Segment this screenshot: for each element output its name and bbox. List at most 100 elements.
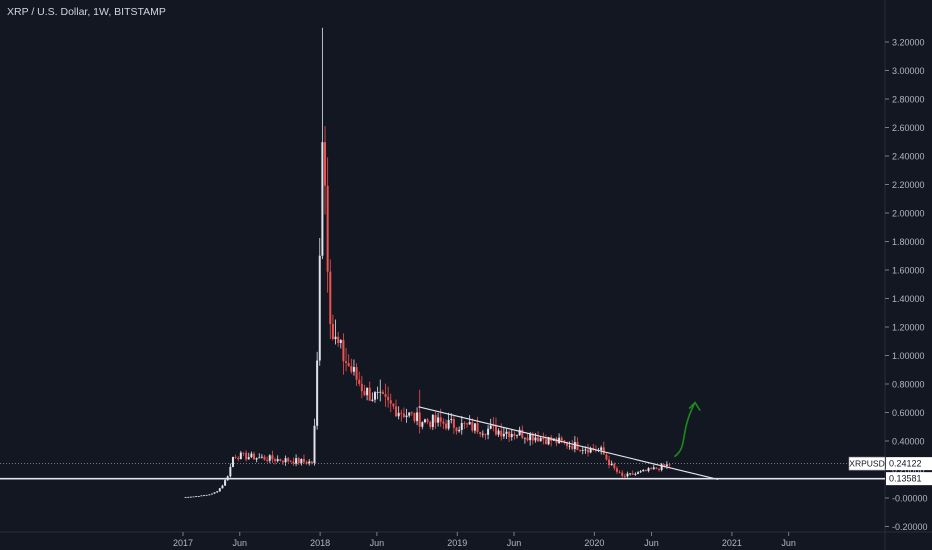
candle-body (408, 412, 411, 416)
candle-body (429, 421, 432, 427)
candle-body (313, 425, 316, 464)
candle-body (187, 496, 190, 498)
candle-body (431, 414, 434, 427)
candles (184, 27, 671, 498)
candle-body (400, 412, 403, 414)
candle-body (634, 473, 637, 475)
candle-body (587, 449, 590, 453)
candle-body (245, 452, 248, 460)
candle-body (418, 412, 421, 427)
candle-body (308, 461, 311, 464)
y-tick-label: -0.20000 (892, 522, 928, 532)
candle-body (402, 413, 405, 418)
candle-body (397, 412, 400, 417)
candle-body (579, 450, 582, 451)
candle-body (455, 427, 458, 432)
candle-body (316, 360, 319, 426)
candle-body (442, 421, 445, 424)
candle-body (271, 455, 274, 460)
candle-body (224, 480, 227, 486)
candle-body (203, 495, 206, 497)
candle-body (618, 471, 621, 473)
candle-body (560, 437, 563, 441)
candle-body (192, 496, 195, 498)
candle-body (239, 452, 242, 460)
candle-body (447, 420, 450, 429)
candle-body (405, 415, 408, 418)
candle-body (481, 433, 484, 435)
candle-body (629, 473, 632, 475)
candle-body (605, 454, 608, 460)
candle-body (610, 463, 613, 466)
candle-body (484, 433, 487, 435)
candle-body (466, 423, 469, 425)
candle-body (523, 437, 526, 439)
candle-body (358, 379, 361, 384)
candle-body (281, 460, 284, 463)
candle-body (473, 423, 476, 431)
y-tick-label: 3.20000 (892, 38, 925, 48)
candle-body (324, 142, 327, 186)
candle-body (334, 336, 337, 340)
candle-body (416, 412, 419, 422)
candle-body (321, 142, 324, 256)
y-tick-label: 1.20000 (892, 323, 925, 333)
candle-body (489, 425, 492, 429)
candle-body (434, 414, 437, 423)
candle-body (342, 340, 345, 362)
candle-body (471, 422, 474, 431)
candle-body (200, 495, 203, 497)
candle-body (644, 469, 647, 472)
candle-body (652, 467, 655, 470)
candle-body (263, 456, 266, 460)
candle-body (458, 429, 461, 432)
candle-body (355, 367, 358, 380)
candle-body (347, 362, 350, 367)
candle-body (205, 494, 208, 496)
last-price-value: 0.24122 (889, 459, 922, 469)
candle-body (329, 271, 332, 324)
candle-body (326, 185, 329, 272)
candle-body (544, 439, 547, 445)
y-tick-label: 1.60000 (892, 266, 925, 276)
candle-body (339, 340, 342, 343)
candle-body (542, 438, 545, 440)
projection-arrow-head (688, 401, 701, 411)
candle-body (266, 459, 269, 461)
candle-body (573, 441, 576, 450)
candle-body (376, 392, 379, 393)
candle-body (660, 464, 663, 471)
candle-body (260, 456, 263, 458)
candle-body (563, 440, 566, 442)
y-tick-label: 0.80000 (892, 380, 925, 390)
candle-body (576, 441, 579, 451)
candle-body (310, 461, 313, 464)
descending-trendline (418, 406, 719, 481)
y-tick-label: 2.80000 (892, 95, 925, 105)
y-tick-label: 1.40000 (892, 294, 925, 304)
candle-body (547, 436, 550, 445)
candle-body (213, 492, 216, 494)
candle-body (195, 496, 198, 498)
candle-body (305, 461, 308, 464)
candle-body (237, 457, 240, 460)
candle-body (337, 336, 340, 343)
candle-body (302, 458, 305, 462)
candle-body (253, 453, 256, 460)
candle-body (631, 473, 634, 475)
candle-body (615, 468, 618, 472)
candle-body (387, 396, 390, 401)
chart-title: XRP / U.S. Dollar, 1W, BITSTAMP (7, 6, 166, 18)
candle-body (366, 387, 369, 396)
symbol-tag (848, 456, 886, 471)
candle-body (231, 457, 234, 467)
candle-body (531, 433, 534, 441)
candle-body (589, 447, 592, 453)
y-tick-label: 2.20000 (892, 180, 925, 190)
candle-body (505, 431, 508, 434)
candle-body (373, 392, 376, 400)
candle-body (389, 400, 392, 404)
y-tick-label: 0.60000 (892, 408, 925, 418)
candle-body (668, 464, 671, 466)
